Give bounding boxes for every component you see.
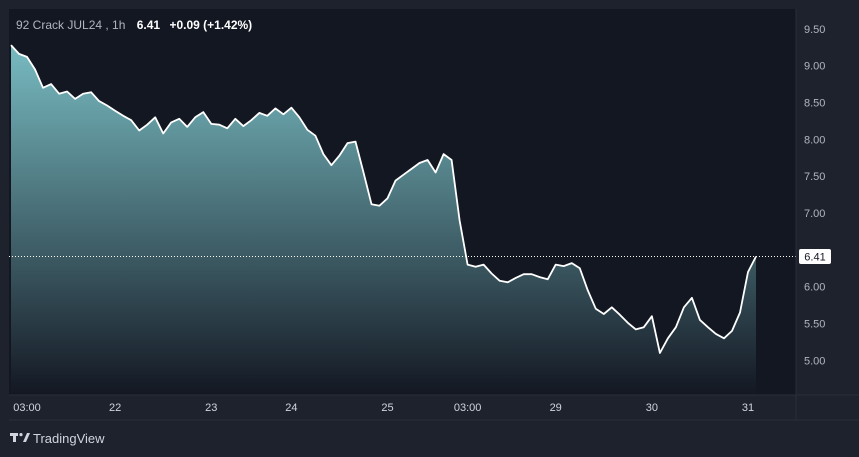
last-price: 6.41 [137, 18, 161, 32]
svg-text:92 Crack JUL24 , 1h 6.: 92 Crack JUL24 , 1h 6.41 +0.09 (+1.42%) [16, 18, 252, 32]
price-area-fill [11, 45, 756, 395]
brand-name: TradingView [33, 431, 105, 446]
last-price-label-text: 6.41 [804, 252, 825, 264]
chart-header: 92 Crack JUL24 , 1h 6.41 +0.09 (+1.42%) [16, 18, 252, 32]
x-tick-label: 23 [205, 402, 217, 414]
price-change: +0.09 (+1.42%) [169, 18, 252, 32]
last-price-label: 6.41 [799, 249, 831, 264]
x-tick-label: 03:00 [13, 402, 41, 414]
y-tick-label: 5.50 [804, 319, 825, 331]
x-tick-label: 30 [646, 402, 658, 414]
price-series-line[interactable] [10, 44, 757, 354]
y-tick-label: 9.50 [804, 24, 825, 36]
x-tick-label: 22 [109, 402, 121, 414]
y-tick-label: 7.50 [804, 171, 825, 183]
y-tick-label: 8.00 [804, 134, 825, 146]
x-tick-label: 29 [550, 402, 562, 414]
symbol-title[interactable]: 92 Crack JUL24 , 1h [16, 18, 125, 32]
x-tick-label: 03:00 [454, 402, 482, 414]
y-tick-label: 9.00 [804, 61, 825, 73]
y-tick-label: 8.50 [804, 98, 825, 110]
tradingview-branding[interactable]: TradingView [10, 431, 105, 446]
x-tick-label: 24 [285, 402, 297, 414]
time-axis[interactable]: 03:00 22 23 24 25 03:00 29 30 31 [13, 402, 754, 414]
y-tick-label: 5.00 [804, 355, 825, 367]
x-tick-label: 31 [742, 402, 754, 414]
x-tick-label: 25 [381, 402, 393, 414]
y-tick-label: 7.00 [804, 208, 825, 220]
tradingview-logo-icon [10, 433, 30, 442]
price-axis[interactable]: 9.50 9.00 8.50 8.00 7.50 7.00 6.00 5.50 5.00 [804, 24, 825, 368]
y-tick-label: 6.00 [804, 282, 825, 294]
